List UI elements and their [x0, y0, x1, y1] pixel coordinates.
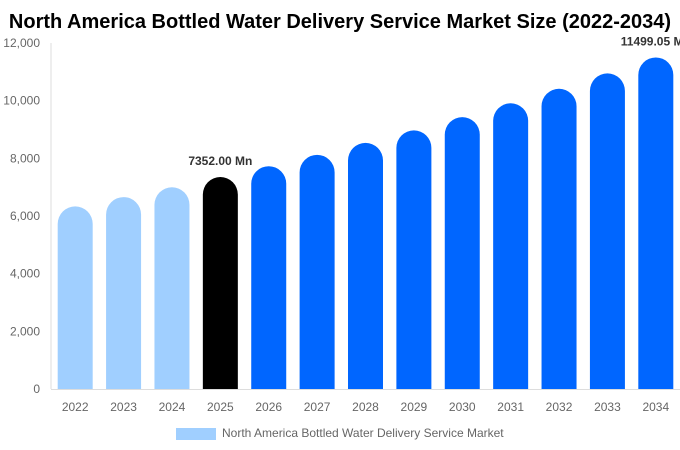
x-tick-label: 2028 — [352, 400, 379, 414]
bar-2022[interactable] — [57, 206, 93, 389]
x-tick-label: 2034 — [642, 400, 669, 414]
x-tick-label: 2022 — [62, 400, 89, 414]
bar-2030[interactable] — [444, 117, 480, 389]
y-tick-label: 10,000 — [3, 94, 40, 108]
chart-title: North America Bottled Water Delivery Ser… — [9, 11, 671, 33]
y-tick-label: 4,000 — [10, 267, 40, 281]
legend-swatch — [176, 428, 216, 440]
x-tick-label: 2026 — [255, 400, 282, 414]
bar-2033[interactable] — [589, 73, 625, 389]
y-tick-label: 12,000 — [3, 36, 40, 50]
y-tick-label: 0 — [33, 382, 40, 396]
x-tick-label: 2029 — [401, 400, 428, 414]
bar-2027[interactable] — [299, 154, 335, 389]
bar-2034[interactable] — [638, 57, 674, 390]
bar-2023[interactable] — [106, 197, 142, 389]
bar-2032[interactable] — [541, 88, 577, 389]
bar-2031[interactable] — [493, 103, 529, 389]
x-tick-label: 2032 — [546, 400, 573, 414]
x-tick-label: 2024 — [159, 400, 186, 414]
y-tick-label: 8,000 — [10, 151, 40, 165]
bar-2024[interactable] — [154, 187, 190, 389]
bar-2025[interactable] — [202, 177, 238, 389]
x-tick-label: 2033 — [594, 400, 621, 414]
x-tick-label: 2030 — [449, 400, 476, 414]
bar-2029[interactable] — [396, 130, 432, 390]
bar-2026[interactable] — [251, 166, 287, 389]
data-label-2025: 7352.00 Mn — [188, 154, 252, 168]
x-tick-label: 2025 — [207, 400, 234, 414]
x-tick-label: 2027 — [304, 400, 331, 414]
bar-2028[interactable] — [348, 142, 383, 389]
x-tick-label: 2031 — [497, 400, 524, 414]
legend-label[interactable]: North America Bottled Water Delivery Ser… — [222, 426, 504, 440]
data-label-2034: 11499.05 Mn — [621, 34, 680, 48]
y-tick-label: 2,000 — [10, 324, 40, 338]
x-tick-label: 2023 — [110, 400, 137, 414]
y-tick-label: 6,000 — [10, 209, 40, 223]
